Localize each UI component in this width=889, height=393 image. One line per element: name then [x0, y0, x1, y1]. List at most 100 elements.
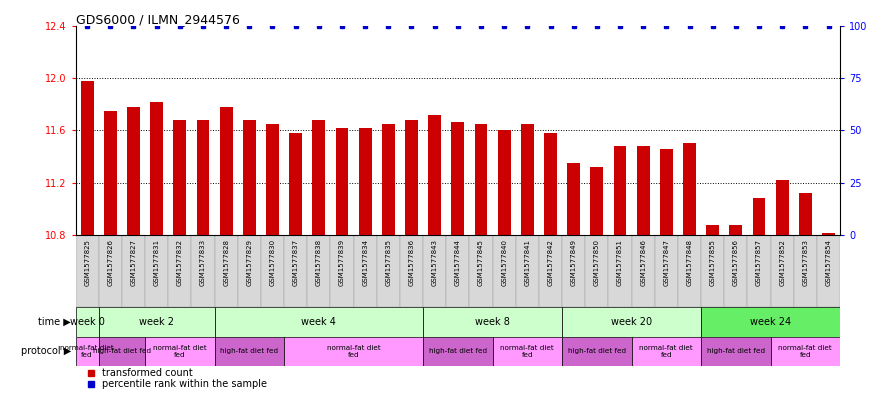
Text: high-fat diet fed: high-fat diet fed	[568, 349, 626, 354]
FancyBboxPatch shape	[122, 235, 145, 307]
Bar	[289, 133, 302, 235]
Text: high-fat diet fed: high-fat diet fed	[428, 349, 487, 354]
Text: GSM1577848: GSM1577848	[686, 239, 693, 286]
Bar	[613, 146, 627, 235]
Text: high-fat diet fed: high-fat diet fed	[707, 349, 765, 354]
FancyBboxPatch shape	[701, 235, 725, 307]
FancyBboxPatch shape	[168, 235, 191, 307]
Text: GSM1577842: GSM1577842	[548, 239, 554, 286]
Text: GSM1577836: GSM1577836	[409, 239, 414, 286]
FancyBboxPatch shape	[76, 337, 99, 366]
Bar	[753, 198, 765, 235]
FancyBboxPatch shape	[748, 235, 771, 307]
FancyBboxPatch shape	[377, 235, 400, 307]
FancyBboxPatch shape	[145, 337, 214, 366]
Text: week 24: week 24	[750, 317, 791, 327]
FancyBboxPatch shape	[493, 337, 562, 366]
Bar	[452, 123, 464, 235]
FancyBboxPatch shape	[423, 337, 493, 366]
Bar	[81, 81, 93, 235]
Text: transformed count: transformed count	[102, 368, 193, 378]
Text: week 2: week 2	[140, 317, 174, 327]
Bar	[706, 225, 719, 235]
Text: GDS6000 / ILMN_2944576: GDS6000 / ILMN_2944576	[76, 13, 239, 26]
FancyBboxPatch shape	[99, 307, 214, 337]
Bar	[776, 180, 789, 235]
Bar	[336, 128, 348, 235]
Text: high-fat diet fed: high-fat diet fed	[92, 349, 151, 354]
Text: week 4: week 4	[301, 317, 336, 327]
Text: GSM1577838: GSM1577838	[316, 239, 322, 286]
FancyBboxPatch shape	[99, 337, 145, 366]
Bar	[521, 124, 533, 235]
Text: GSM1577850: GSM1577850	[594, 239, 600, 286]
Bar	[637, 146, 650, 235]
Text: GSM1577855: GSM1577855	[709, 239, 716, 286]
Text: normal-fat diet
fed: normal-fat diet fed	[639, 345, 693, 358]
FancyBboxPatch shape	[771, 337, 840, 366]
Bar	[382, 124, 395, 235]
Text: GSM1577834: GSM1577834	[362, 239, 368, 286]
Bar	[475, 124, 487, 235]
FancyBboxPatch shape	[469, 235, 493, 307]
FancyBboxPatch shape	[308, 235, 331, 307]
FancyBboxPatch shape	[516, 235, 539, 307]
Bar	[590, 167, 604, 235]
FancyBboxPatch shape	[771, 235, 794, 307]
FancyBboxPatch shape	[284, 235, 308, 307]
Text: GSM1577837: GSM1577837	[292, 239, 299, 286]
FancyBboxPatch shape	[331, 235, 354, 307]
FancyBboxPatch shape	[701, 337, 771, 366]
Text: GSM1577853: GSM1577853	[803, 239, 808, 286]
FancyBboxPatch shape	[701, 307, 840, 337]
FancyBboxPatch shape	[423, 307, 562, 337]
FancyBboxPatch shape	[655, 235, 678, 307]
FancyBboxPatch shape	[446, 235, 469, 307]
FancyBboxPatch shape	[562, 307, 701, 337]
FancyBboxPatch shape	[145, 235, 168, 307]
Text: normal-fat diet
fed: normal-fat diet fed	[60, 345, 114, 358]
Bar	[196, 120, 210, 235]
Text: GSM1577828: GSM1577828	[223, 239, 229, 286]
FancyBboxPatch shape	[76, 307, 99, 337]
FancyBboxPatch shape	[631, 235, 655, 307]
FancyBboxPatch shape	[99, 235, 122, 307]
Text: GSM1577841: GSM1577841	[525, 239, 531, 286]
Text: normal-fat diet
fed: normal-fat diet fed	[779, 345, 832, 358]
Text: GSM1577843: GSM1577843	[432, 239, 437, 286]
FancyBboxPatch shape	[423, 235, 446, 307]
Bar	[243, 120, 256, 235]
Text: GSM1577833: GSM1577833	[200, 239, 206, 286]
Text: GSM1577835: GSM1577835	[385, 239, 391, 286]
Bar	[405, 120, 418, 235]
FancyBboxPatch shape	[493, 235, 516, 307]
Bar	[150, 101, 163, 235]
Bar	[498, 130, 510, 235]
FancyBboxPatch shape	[539, 235, 562, 307]
FancyBboxPatch shape	[214, 307, 423, 337]
Text: time ▶: time ▶	[38, 317, 71, 327]
Text: normal-fat diet
fed: normal-fat diet fed	[153, 345, 207, 358]
Text: GSM1577844: GSM1577844	[455, 239, 461, 286]
Bar	[660, 149, 673, 235]
FancyBboxPatch shape	[631, 337, 701, 366]
Text: GSM1577829: GSM1577829	[246, 239, 252, 286]
Bar	[359, 128, 372, 235]
Text: GSM1577846: GSM1577846	[640, 239, 646, 286]
Text: normal-fat diet
fed: normal-fat diet fed	[326, 345, 380, 358]
Bar	[104, 111, 116, 235]
Bar	[127, 107, 140, 235]
Text: GSM1577852: GSM1577852	[779, 239, 785, 286]
Bar	[730, 225, 742, 235]
Bar	[799, 193, 812, 235]
FancyBboxPatch shape	[191, 235, 214, 307]
FancyBboxPatch shape	[260, 235, 284, 307]
Bar	[822, 233, 835, 235]
FancyBboxPatch shape	[608, 235, 631, 307]
Text: high-fat diet fed: high-fat diet fed	[220, 349, 278, 354]
FancyBboxPatch shape	[214, 235, 237, 307]
Text: GSM1577830: GSM1577830	[269, 239, 276, 286]
FancyBboxPatch shape	[817, 235, 840, 307]
Text: GSM1577832: GSM1577832	[177, 239, 183, 286]
FancyBboxPatch shape	[562, 337, 631, 366]
